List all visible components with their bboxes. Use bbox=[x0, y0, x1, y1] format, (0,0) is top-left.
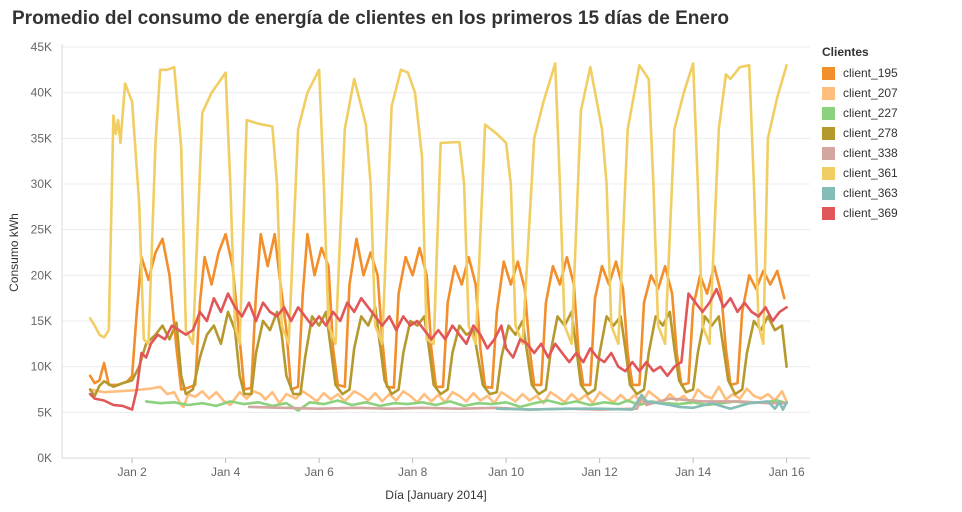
legend-swatch bbox=[822, 166, 835, 180]
legend-label: client_195 bbox=[843, 66, 898, 80]
x-axis-title: Día [January 2014] bbox=[385, 488, 486, 502]
x-tick-label: Jan 2 bbox=[117, 465, 147, 479]
y-tick-label: 35K bbox=[31, 131, 52, 145]
legend-label: client_278 bbox=[843, 126, 898, 140]
y-tick-label: 0K bbox=[37, 451, 52, 465]
series-line-client-369 bbox=[88, 287, 788, 411]
legend-swatch bbox=[822, 186, 835, 200]
y-tick-label: 15K bbox=[31, 314, 52, 328]
legend-swatch bbox=[822, 126, 835, 140]
legend-label: client_227 bbox=[843, 106, 898, 120]
legend-label: client_361 bbox=[843, 166, 898, 180]
x-tick-label: Jan 10 bbox=[488, 465, 524, 479]
series-line-client-227 bbox=[144, 399, 788, 412]
y-tick-label: 5K bbox=[37, 405, 52, 419]
line-chart: 0K 5K 10K 15K 20K 25K 30K 35K 40K 45K Jan 2 Jan 4 Ja… bbox=[7, 40, 810, 502]
legend-swatch bbox=[822, 146, 835, 160]
legend-label: client_338 bbox=[843, 146, 898, 160]
legend-swatch bbox=[822, 206, 835, 220]
legend-item-client-369[interactable]: client_369 bbox=[822, 203, 952, 223]
legend-label: client_207 bbox=[843, 86, 898, 100]
legend-item-client-338[interactable]: client_338 bbox=[822, 143, 952, 163]
legend-item-client-195[interactable]: client_195 bbox=[822, 63, 952, 83]
x-tick-label: Jan 8 bbox=[398, 465, 428, 479]
x-tick-label: Jan 12 bbox=[582, 465, 618, 479]
series-line-client-361 bbox=[88, 62, 788, 346]
legend-item-client-363[interactable]: client_363 bbox=[822, 183, 952, 203]
chart-title: Promedio del consumo de energía de clien… bbox=[12, 8, 729, 29]
y-tick-label: 20K bbox=[31, 268, 52, 282]
y-tick-label: 10K bbox=[31, 360, 52, 374]
legend-items: client_195 client_207 client_227 client_278… bbox=[822, 63, 952, 223]
y-tick-label: 40K bbox=[31, 86, 52, 100]
x-tick-label: Jan 16 bbox=[769, 465, 805, 479]
series-lines bbox=[88, 62, 788, 412]
legend-label: client_363 bbox=[843, 186, 898, 200]
y-axis-title: Consumo kWh bbox=[7, 213, 21, 292]
x-tick-label: Jan 6 bbox=[304, 465, 334, 479]
x-tick-label: Jan 4 bbox=[211, 465, 241, 479]
y-tick-label: 30K bbox=[31, 177, 52, 191]
legend-item-client-361[interactable]: client_361 bbox=[822, 163, 952, 183]
legend: Clientes client_195 client_207 client_227 c… bbox=[822, 45, 952, 223]
y-tick-label: 25K bbox=[31, 223, 52, 237]
legend-swatch bbox=[822, 106, 835, 120]
legend-title: Clientes bbox=[822, 45, 869, 59]
legend-item-client-278[interactable]: client_278 bbox=[822, 123, 952, 143]
legend-label: client_369 bbox=[843, 206, 898, 220]
legend-swatch bbox=[822, 66, 835, 80]
axes: 0K 5K 10K 15K 20K 25K 30K 35K 40K 45K Jan 2 Jan 4 Ja… bbox=[31, 40, 805, 479]
legend-swatch bbox=[822, 86, 835, 100]
legend-item-client-227[interactable]: client_227 bbox=[822, 103, 952, 123]
series-line-client-363 bbox=[495, 393, 788, 411]
series-line-client-195 bbox=[88, 232, 786, 391]
legend-item-client-207[interactable]: client_207 bbox=[822, 83, 952, 103]
series-line-client-278 bbox=[88, 306, 788, 398]
x-tick-label: Jan 14 bbox=[675, 465, 711, 479]
y-tick-label: 45K bbox=[31, 40, 52, 54]
